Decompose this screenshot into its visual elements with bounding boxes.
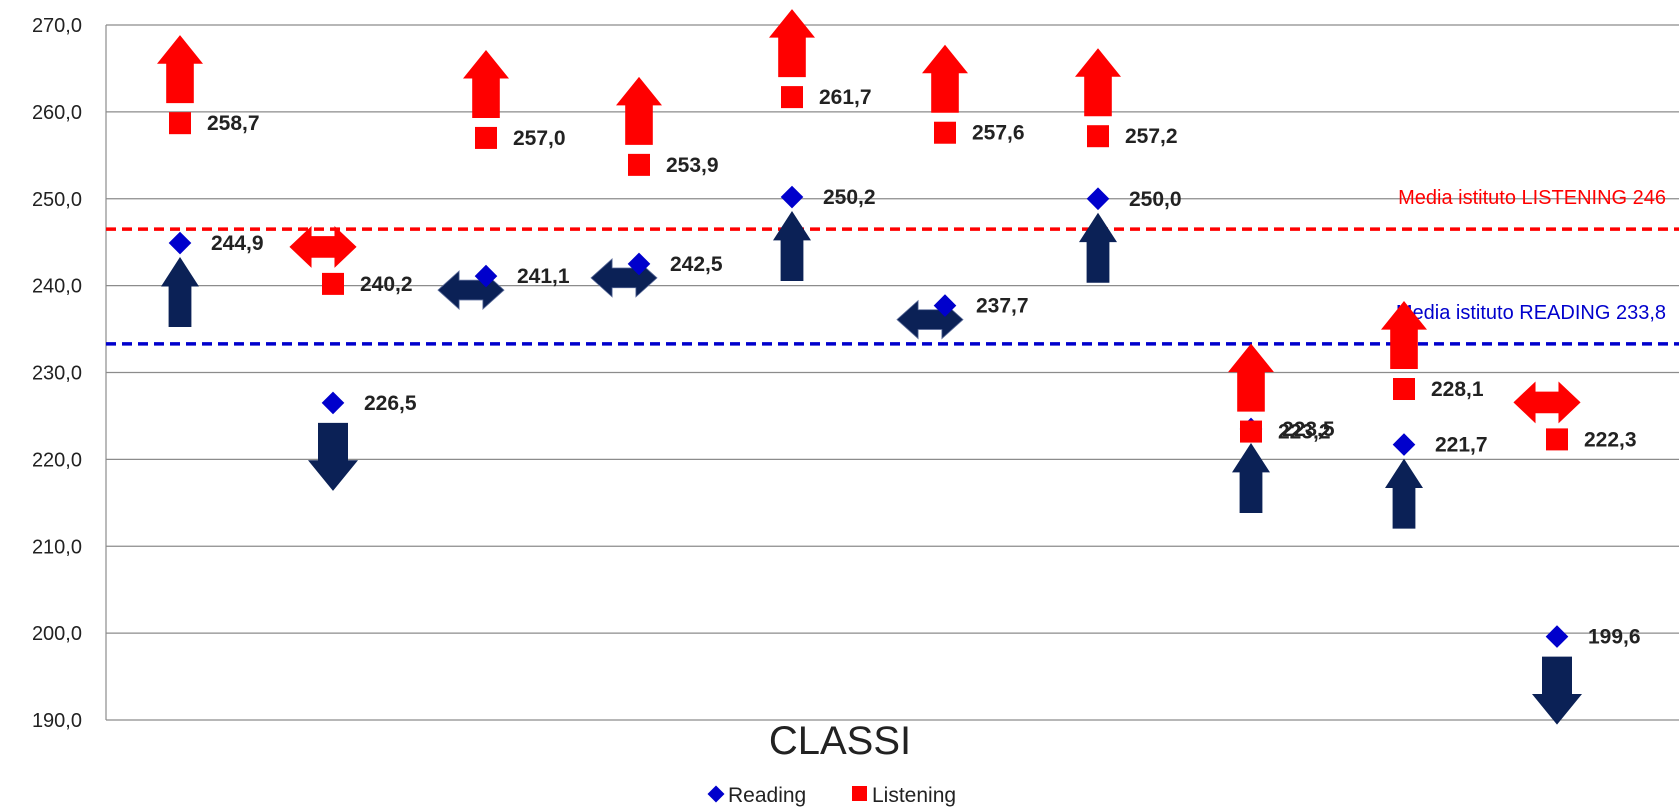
listening-trend-steady-arrow bbox=[289, 225, 357, 268]
reading-point bbox=[1392, 433, 1416, 456]
reading-data-label: 226,5 bbox=[364, 392, 417, 415]
reading-data-label: 242,5 bbox=[670, 253, 723, 276]
y-tick-label: 270,0 bbox=[32, 15, 82, 37]
reference-line-label: Media istituto LISTENING 246 bbox=[1398, 187, 1666, 209]
legend-listening-marker bbox=[852, 786, 867, 801]
listening-trend-up-arrow bbox=[1075, 48, 1121, 117]
reading-trend-down-arrow bbox=[308, 422, 358, 491]
reading-data-label: 241,1 bbox=[517, 265, 570, 288]
reading-point bbox=[780, 185, 804, 209]
reference-lines: Media istituto LISTENING 246 Media istitu… bbox=[106, 187, 1679, 346]
listening-point bbox=[322, 272, 344, 295]
reading-point bbox=[168, 231, 192, 255]
reading-data-label: 250,2 bbox=[823, 186, 876, 209]
legend-reading-label: Reading bbox=[728, 784, 806, 807]
y-tick-label: 220,0 bbox=[32, 449, 82, 471]
listening-point bbox=[475, 126, 497, 149]
listening-point bbox=[934, 121, 956, 144]
reading-trend-up-arrow bbox=[1232, 442, 1270, 513]
listening-data-label: 240,2 bbox=[360, 273, 413, 296]
listening-trend-up-arrow bbox=[616, 76, 662, 145]
y-tick-label: 210,0 bbox=[32, 536, 82, 558]
listening-point bbox=[1546, 428, 1568, 451]
reading-data-label: 237,7 bbox=[976, 295, 1029, 318]
listening-trend-steady-arrow bbox=[1513, 381, 1581, 424]
reading-point bbox=[933, 294, 957, 317]
reading-trend-down-arrow bbox=[1532, 656, 1582, 725]
listening-point bbox=[1087, 125, 1109, 148]
reading-data-label: 221,7 bbox=[1435, 434, 1488, 457]
legend-reading-marker bbox=[707, 785, 725, 803]
listening-point bbox=[1393, 378, 1415, 401]
listening-trend-up-arrow bbox=[769, 9, 815, 78]
reading-trend-up-arrow bbox=[1079, 212, 1117, 283]
listening-data-label: 258,7 bbox=[207, 112, 260, 135]
y-tick-label: 230,0 bbox=[32, 363, 82, 385]
data-points bbox=[168, 86, 1569, 648]
listening-data-label: 257,2 bbox=[1125, 125, 1178, 148]
listening-trend-up-arrow bbox=[1228, 343, 1274, 412]
listening-data-label: 253,9 bbox=[666, 154, 719, 177]
listening-data-label: 261,7 bbox=[819, 86, 872, 109]
reading-data-label: 223,5 bbox=[1282, 418, 1335, 441]
reading-point bbox=[474, 264, 498, 288]
y-tick-label: 190,0 bbox=[32, 710, 82, 732]
listening-trend-up-arrow bbox=[1381, 301, 1427, 370]
grid-lines bbox=[105, 24, 1679, 721]
reading-data-label: 250,0 bbox=[1129, 188, 1182, 211]
trend-arrows bbox=[157, 9, 1582, 725]
x-axis-label: CLASSI bbox=[769, 719, 911, 763]
reading-trend-up-arrow bbox=[773, 211, 811, 282]
y-tick-label: 260,0 bbox=[32, 102, 82, 124]
listening-data-label: 228,1 bbox=[1431, 378, 1484, 401]
reference-line-label: Media istituto READING 233,8 bbox=[1396, 302, 1666, 324]
reading-point bbox=[321, 391, 345, 415]
listening-trend-up-arrow bbox=[463, 49, 509, 118]
listening-point bbox=[169, 112, 191, 135]
reading-point bbox=[1086, 187, 1110, 211]
reading-trend-up-arrow bbox=[1385, 458, 1423, 529]
reading-data-label: 244,9 bbox=[211, 232, 264, 255]
y-tick-label: 250,0 bbox=[32, 189, 82, 211]
listening-data-label: 257,0 bbox=[513, 127, 566, 150]
data-labels: 244,9 258,7 226,5 240,2 241,1 257,0 242,5 253,9… bbox=[207, 86, 1641, 648]
listening-point bbox=[781, 86, 803, 109]
y-axis-ticks: 270,0 260,0 250,0 240,0 230,0 220,0 210,0 200,0… bbox=[32, 15, 82, 732]
reading-trend-up-arrow bbox=[161, 257, 199, 328]
listening-point bbox=[628, 153, 650, 176]
listening-trend-up-arrow bbox=[922, 44, 968, 113]
listening-trend-up-arrow bbox=[157, 35, 203, 104]
listening-data-label: 223,2 bbox=[1278, 421, 1331, 444]
listening-data-label: 222,3 bbox=[1584, 428, 1637, 451]
listening-data-label: 257,6 bbox=[972, 122, 1025, 145]
listening-point bbox=[1240, 420, 1262, 443]
reading-point bbox=[1545, 625, 1569, 648]
y-tick-label: 200,0 bbox=[32, 623, 82, 645]
y-tick-label: 240,0 bbox=[32, 276, 82, 298]
legend-listening-label: Listening bbox=[872, 784, 956, 807]
reading-data-label: 199,6 bbox=[1588, 626, 1641, 649]
legend: Reading Listening bbox=[707, 784, 956, 807]
